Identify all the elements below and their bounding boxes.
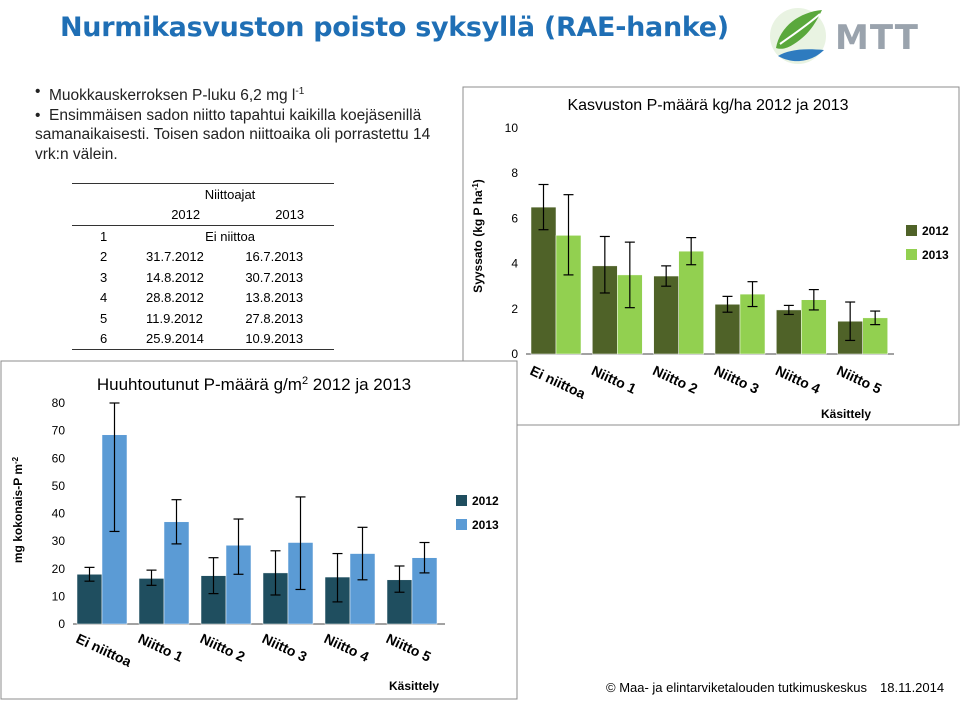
legend-swatch: [906, 225, 917, 236]
row-date-2013: 30.7.2013: [245, 269, 304, 285]
mtt-logo: [770, 8, 826, 64]
y-tick-label: 0: [511, 347, 518, 361]
y-tick-label: 2: [511, 302, 518, 316]
bullet-dot-icon: •: [35, 106, 41, 124]
y-tick-label: 20: [52, 562, 66, 576]
row-number: 6: [72, 328, 126, 350]
y-tick-label: 30: [52, 534, 66, 548]
row-date-2012: 28.8.2012: [146, 290, 204, 306]
y-tick-label: 10: [505, 121, 519, 135]
bullet-text: Ensimmäisen sadon niitto tapahtui kaikil…: [35, 106, 431, 163]
row-number: 5: [100, 310, 108, 326]
table-row: 1 Ei niittoa: [72, 225, 334, 247]
legend-label: 2013: [922, 248, 949, 262]
bar-2012: [76, 574, 103, 625]
bar-2012: [653, 275, 679, 355]
bar-2012: [138, 578, 165, 625]
y-tick-label: 40: [52, 507, 66, 521]
y-tick-label: 60: [52, 451, 66, 465]
logo-text: MTT: [835, 18, 919, 58]
bullet-sup: -1: [295, 86, 305, 97]
table-row: 6 25.9.2014 10.9.2013: [72, 328, 334, 350]
row-number: 2: [100, 249, 108, 265]
row-number: 4: [100, 290, 108, 306]
y-tick-label: 8: [511, 166, 518, 180]
chart-title: Kasvuston P-määrä kg/ha 2012 ja 2013: [567, 97, 848, 114]
bullet-text: Muokkauskerroksen P-luku 6,2 mg l: [49, 87, 296, 105]
bullet-item: • Ensimmäisen sadon niitto tapahtui kaik…: [35, 106, 455, 165]
table-row: 5 11.9.2012 27.8.2013: [72, 308, 334, 329]
table-row: 3 14.8.2012 30.7.2013: [72, 267, 334, 288]
legend-label: 2013: [472, 518, 499, 532]
legend-label: 2012: [472, 494, 499, 508]
y-tick-label: 70: [52, 424, 66, 438]
y-tick-label: 0: [58, 617, 65, 631]
legend-swatch: [456, 495, 467, 506]
y-tick-label: 4: [511, 257, 518, 271]
bar-2013: [678, 250, 704, 355]
row-date-2012: 11.9.2012: [146, 310, 203, 326]
logo-leaf-icon: [770, 8, 826, 64]
chart-border: [0, 360, 518, 700]
plant-p-chart: Kasvuston P-määrä kg/ha 2012 ja 2013 Syy…: [462, 86, 960, 426]
col-header-2013: 2013: [275, 207, 305, 223]
bar-2012: [776, 309, 802, 355]
y-tick-label: 50: [52, 479, 66, 493]
footer-credit: © Maa- ja elintarviketalouden tutkimuske…: [606, 680, 868, 695]
row-date-2013: 10.9.2013: [245, 328, 334, 350]
x-axis-label: Käsittely: [389, 679, 439, 693]
leached-p-chart: Huuhtoutunut P-määrä g/m2 2012 ja 2013 m…: [0, 360, 518, 700]
row-date-2012: 31.7.2012: [146, 249, 204, 265]
legend-label: 2012: [922, 224, 949, 238]
row-date-2013: 13.8.2013: [245, 290, 304, 306]
page-title: Nurmikasvuston poisto syksyllä (RAE-hank…: [60, 12, 729, 43]
footer-date: 18.11.2014: [880, 680, 945, 695]
bullet-item: • Muokkauskerroksen P-luku 6,2 mg l-1: [35, 82, 455, 106]
row-date: Ei niittoa: [126, 225, 334, 247]
y-tick-label: 10: [52, 589, 66, 603]
mowing-dates-table: Niittoajat 2012 2013 1 Ei niittoa 2 31.7…: [72, 183, 334, 350]
col-header-2012: 2012: [171, 207, 201, 223]
legend-swatch: [906, 249, 917, 260]
y-axis-label: Syyssato (kg P ha-1): [471, 179, 485, 293]
legend-swatch: [456, 519, 467, 530]
row-date-2012: 25.9.2014: [126, 328, 246, 350]
chart-title: Huuhtoutunut P-määrä g/m2 2012 ja 2013: [97, 375, 411, 394]
y-tick-label: 80: [52, 396, 66, 410]
y-axis-label: mg kokonais-P m-2: [11, 456, 25, 563]
row-date-2012: 14.8.2012: [146, 269, 204, 285]
table-title: Niittoajat: [126, 183, 334, 205]
row-number: 1: [72, 225, 126, 247]
row-number: 3: [100, 269, 108, 285]
row-date-2013: 27.8.2013: [245, 310, 304, 326]
table-row: 4 28.8.2012 13.8.2013: [72, 288, 334, 309]
table-row: 2 31.7.2012 16.7.2013: [72, 247, 334, 268]
bullet-dot-icon: •: [35, 83, 41, 100]
y-tick-label: 6: [511, 211, 518, 225]
row-date-2013: 16.7.2013: [245, 249, 304, 265]
x-axis-label: Käsittely: [821, 407, 871, 421]
bullet-list: • Muokkauskerroksen P-luku 6,2 mg l-1 • …: [35, 82, 455, 164]
